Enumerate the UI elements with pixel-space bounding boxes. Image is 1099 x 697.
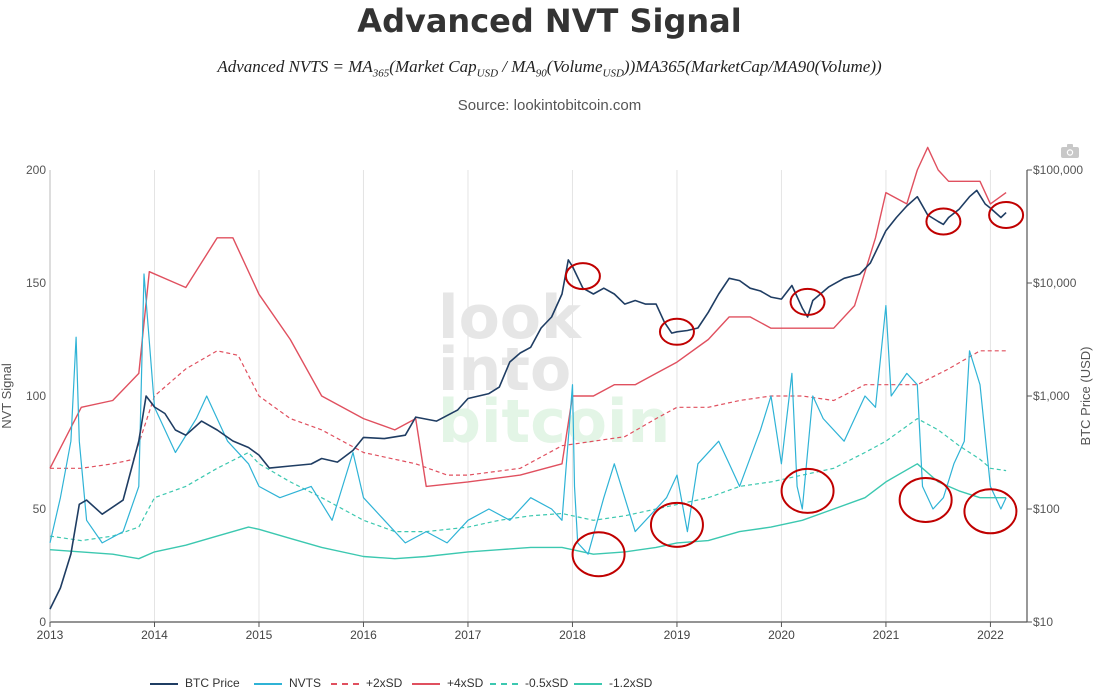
x-tick-label: 2013 (37, 628, 64, 642)
y-left-axis-label: NVT Signal (0, 363, 14, 429)
y-left-tick-label: 50 (33, 502, 47, 516)
plus-2sd-line (50, 350, 1007, 476)
x-tick-label: 2021 (873, 628, 900, 642)
legend-swatch (254, 683, 282, 685)
highlight-circle (925, 207, 962, 236)
formula-sub: 365 (372, 67, 390, 80)
y-left-tick-label: 200 (26, 163, 46, 177)
highlight-circle (780, 467, 835, 514)
y-left-tick-label: 150 (26, 276, 46, 290)
formula: Advanced NVTS = MA365(Market CapUSD / MA… (0, 57, 1099, 79)
legend-swatch (412, 683, 440, 685)
minus-1-2sd-line (49, 463, 1007, 560)
highlight-circle (564, 262, 601, 291)
legend-swatch (331, 683, 359, 685)
formula-part: (Market Cap (389, 57, 477, 76)
highlight-circle (658, 317, 695, 346)
legend-swatch (490, 683, 518, 685)
y-left-tick-label: 100 (26, 389, 46, 403)
x-tick-label: 2014 (141, 628, 168, 642)
x-tick-label: 2022 (977, 628, 1004, 642)
plus-4sd-line (49, 146, 1007, 488)
formula-sub: USD (476, 67, 499, 80)
legend-label: -1.2xSD (609, 676, 653, 690)
y-right-tick-label: $1,000 (1033, 389, 1070, 403)
highlight-circle (789, 287, 826, 316)
x-tick-label: 2017 (455, 628, 482, 642)
legend-label: BTC Price (185, 676, 240, 690)
btc-price-line (49, 189, 1007, 610)
formula-sub: 90 (535, 67, 547, 80)
y-right-axis-label: BTC Price (USD) (1078, 347, 1093, 446)
legend-swatch (574, 683, 602, 685)
legend-label: +2xSD (366, 676, 403, 690)
x-tick-label: 2018 (559, 628, 586, 642)
y-right-tick-label: $100,000 (1033, 163, 1083, 177)
formula-part: (Volume (546, 57, 603, 76)
x-tick-label: 2019 (664, 628, 691, 642)
highlight-circle (898, 476, 953, 523)
chart-title: Advanced NVT Signal (357, 2, 742, 40)
nvts-line (49, 273, 1007, 555)
watermark-text: into (438, 335, 571, 405)
formula-part: ))MA365(MarketCap/MA90(Volume)) (623, 57, 882, 76)
legend-label: +4xSD (447, 676, 484, 690)
y-left-tick-label: 0 (39, 615, 46, 629)
watermark-text: bitcoin (438, 387, 670, 457)
legend-label: -0.5xSD (525, 676, 569, 690)
legend-swatch (150, 683, 178, 685)
y-right-tick-label: $100 (1033, 502, 1060, 516)
y-right-tick-label: $10 (1033, 615, 1053, 629)
x-tick-label: 2015 (246, 628, 273, 642)
highlight-circle (988, 200, 1025, 229)
camera-icon[interactable] (1061, 144, 1079, 158)
formula-part: Advanced NVTS = MA (217, 57, 373, 76)
y-right-tick-label: $10,000 (1033, 276, 1077, 290)
highlight-circle (649, 501, 704, 548)
source-text: Source: lookintobitcoin.com (457, 97, 642, 114)
x-tick-label: 2020 (768, 628, 795, 642)
highlight-circle (963, 488, 1018, 535)
highlight-circle (571, 531, 626, 578)
x-tick-label: 2016 (350, 628, 377, 642)
formula-part: / MA (498, 57, 536, 76)
formula-sub: USD (602, 67, 624, 80)
watermark-text: look (438, 283, 583, 353)
legend-label: NVTS (289, 676, 322, 690)
